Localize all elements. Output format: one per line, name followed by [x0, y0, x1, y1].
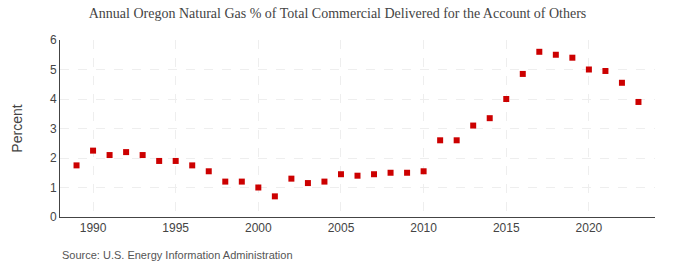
- svg-text:2: 2: [50, 151, 57, 165]
- svg-text:Annual Oregon Natural Gas % of: Annual Oregon Natural Gas % of Total Com…: [89, 6, 587, 21]
- svg-text:Source: U.S. Energy Informatio: Source: U.S. Energy Information Administ…: [62, 249, 293, 261]
- svg-text:Percent: Percent: [9, 104, 25, 152]
- svg-text:4: 4: [50, 92, 57, 106]
- svg-text:6: 6: [50, 33, 57, 47]
- svg-text:1995: 1995: [162, 221, 189, 235]
- svg-text:2005: 2005: [328, 221, 355, 235]
- svg-text:2010: 2010: [410, 221, 437, 235]
- svg-text:2015: 2015: [493, 221, 520, 235]
- svg-text:1990: 1990: [80, 221, 107, 235]
- svg-text:2020: 2020: [576, 221, 603, 235]
- svg-text:0: 0: [50, 210, 57, 224]
- svg-text:2000: 2000: [245, 221, 272, 235]
- svg-text:3: 3: [50, 122, 57, 136]
- svg-text:1: 1: [50, 181, 57, 195]
- svg-text:5: 5: [50, 63, 57, 77]
